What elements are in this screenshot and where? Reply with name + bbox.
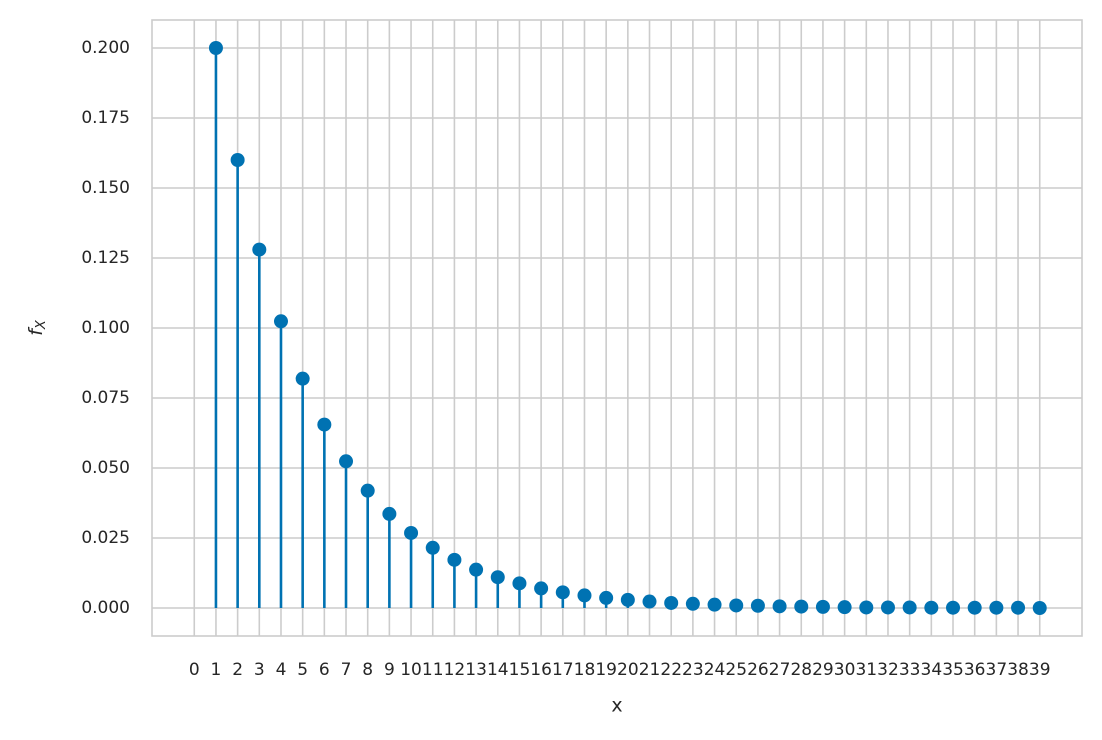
stem-marker (902, 600, 917, 615)
x-tick-label: 26 (747, 660, 769, 680)
x-tick-label: 15 (509, 660, 531, 680)
x-axis-label: x (611, 695, 622, 717)
x-tick-label: 16 (530, 660, 552, 680)
stem-marker (924, 600, 939, 615)
x-tick-label: 27 (769, 660, 791, 680)
y-tick-label: 0.100 (81, 318, 130, 338)
stem-marker (295, 371, 310, 386)
x-tick-label: 33 (899, 660, 921, 680)
y-axis-label: fX (25, 319, 49, 336)
x-tick-label: 35 (942, 660, 964, 680)
y-tick-label: 0.150 (81, 178, 130, 198)
x-tick-label: 10 (400, 660, 422, 680)
stem-marker (360, 483, 375, 498)
x-tick-label: 38 (1007, 660, 1029, 680)
stem-marker (404, 525, 419, 540)
stem-marker (750, 598, 765, 613)
stem-marker (837, 600, 852, 615)
x-tick-label: 11 (422, 660, 444, 680)
stem-marker (512, 576, 527, 591)
y-tick-label: 0.125 (81, 248, 130, 268)
x-tick-label: 28 (790, 660, 812, 680)
stem-marker (469, 562, 484, 577)
x-tick-label: 36 (964, 660, 986, 680)
stem-marker (642, 594, 657, 609)
stem-marker (859, 600, 874, 615)
x-tick-label: 23 (682, 660, 704, 680)
stem-marker (447, 552, 462, 567)
x-tick-label: 37 (986, 660, 1008, 680)
x-tick-label: 4 (276, 660, 287, 680)
y-tick-label: 0.050 (81, 458, 130, 478)
x-tick-label: 25 (725, 660, 747, 680)
stem-marker (967, 600, 982, 615)
stem-marker (1032, 601, 1047, 615)
stem-marker (880, 600, 895, 615)
y-axis-label-sub: X (34, 319, 49, 330)
stem-marker (794, 599, 809, 614)
stem-marker (620, 592, 635, 607)
stem-marker (490, 570, 505, 585)
x-tick-label: 1 (211, 660, 222, 680)
stem-marker (208, 41, 223, 55)
x-tick-label: 19 (595, 660, 617, 680)
y-tick-label: 0.200 (81, 38, 130, 58)
x-tick-label: 17 (552, 660, 574, 680)
x-tick-label: 24 (704, 660, 726, 680)
stem-marker (230, 153, 245, 167)
stem-marker (273, 314, 288, 329)
x-tick-label: 5 (297, 660, 308, 680)
stem-marker (317, 417, 332, 432)
x-tick-label: 0 (189, 660, 200, 680)
x-tick-label: 6 (319, 660, 330, 680)
stem-marker (815, 599, 830, 614)
y-tick-label: 0.025 (81, 528, 130, 548)
y-tick-label: 0.175 (81, 108, 130, 128)
stem-marker (664, 595, 679, 610)
x-tick-label: 13 (465, 660, 487, 680)
x-tick-label: 34 (921, 660, 943, 680)
stem-marker (534, 581, 549, 596)
stem-marker (772, 599, 787, 614)
x-tick-label: 18 (574, 660, 596, 680)
stem-marker (339, 454, 354, 469)
y-tick-label: 0.075 (81, 388, 130, 408)
y-axis-label-base: f (25, 326, 47, 336)
stem-marker (1011, 600, 1026, 615)
x-tick-label: 8 (362, 660, 373, 680)
x-tick-label: 22 (660, 660, 682, 680)
x-tick-label: 30 (834, 660, 856, 680)
stem-marker (946, 600, 961, 615)
stem-marker (707, 597, 722, 612)
stem-marker (252, 242, 267, 257)
x-tick-label: 39 (1029, 660, 1051, 680)
x-tick-label: 32 (877, 660, 899, 680)
x-tick-label: 29 (812, 660, 834, 680)
stem-marker (577, 588, 592, 603)
y-tick-label: 0.000 (81, 598, 130, 618)
stem-marker (555, 585, 570, 600)
stem-marker (425, 540, 440, 555)
x-tick-label: 3 (254, 660, 265, 680)
x-tick-label: 31 (855, 660, 877, 680)
x-tick-label: 12 (444, 660, 466, 680)
stem-marker (382, 506, 397, 521)
stem-marker (685, 596, 700, 611)
x-tick-label: 9 (384, 660, 395, 680)
x-tick-label: 20 (617, 660, 639, 680)
stem-marker (989, 600, 1004, 615)
x-tick-label: 21 (639, 660, 661, 680)
stem-marker (729, 598, 744, 613)
x-tick-label: 14 (487, 660, 509, 680)
x-tick-label: 2 (232, 660, 243, 680)
x-tick-label: 7 (341, 660, 352, 680)
stem-marker (599, 590, 614, 605)
